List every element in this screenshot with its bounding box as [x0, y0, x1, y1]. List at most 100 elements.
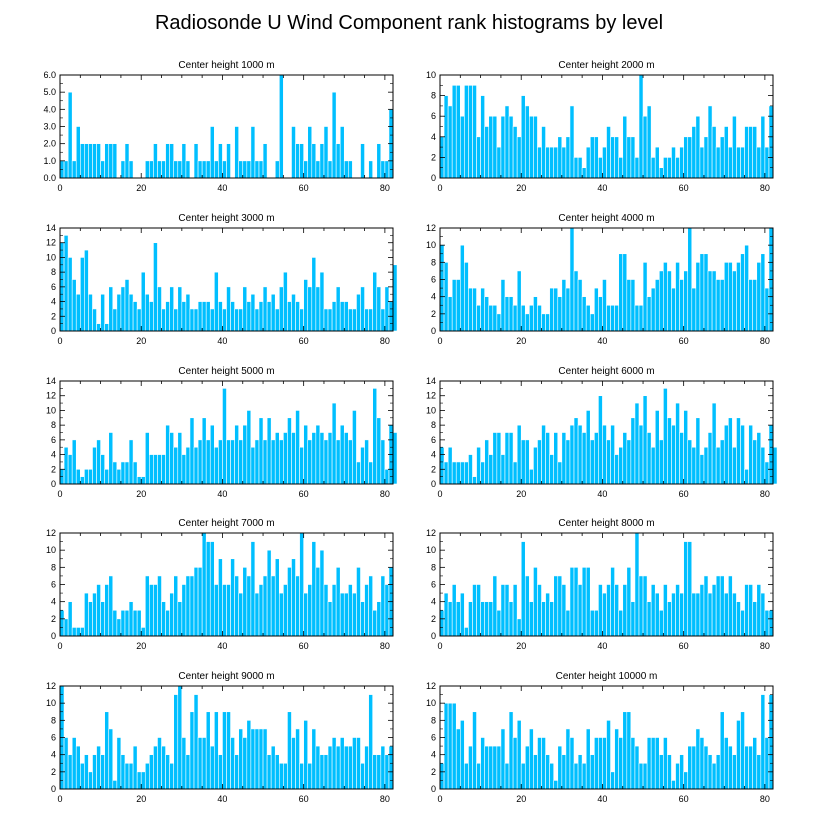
- histogram-bar: [201, 737, 207, 790]
- histogram-bar: [356, 293, 361, 332]
- histogram-bar: [772, 446, 778, 485]
- histogram-bar: [177, 601, 183, 637]
- histogram-bar: [545, 146, 550, 179]
- histogram-bar: [634, 157, 640, 179]
- histogram-bar: [646, 601, 652, 637]
- x-tick-label: 60: [679, 641, 689, 651]
- histogram-bar: [92, 308, 97, 332]
- histogram-bar: [683, 270, 689, 332]
- histogram-bar: [451, 702, 457, 790]
- y-tick-label: 10: [46, 252, 56, 262]
- histogram-bar: [84, 592, 89, 637]
- histogram-bar: [352, 410, 357, 485]
- histogram-bar: [719, 711, 725, 790]
- y-tick-label: 8: [431, 257, 436, 267]
- histogram-bar: [254, 308, 260, 332]
- histogram-bar: [500, 728, 506, 790]
- histogram-bar: [384, 468, 390, 485]
- histogram-bar: [197, 439, 203, 485]
- histogram-bar: [460, 461, 465, 485]
- histogram-bar: [764, 461, 770, 485]
- histogram-bar: [553, 780, 559, 790]
- y-tick-label: 0: [431, 173, 436, 183]
- histogram-bar: [226, 439, 231, 485]
- histogram-bar: [581, 567, 587, 637]
- histogram-bar: [529, 728, 534, 790]
- histogram-bar: [744, 745, 749, 790]
- histogram-bar: [695, 115, 701, 179]
- histogram-bar: [468, 85, 473, 179]
- histogram-bar: [315, 160, 321, 179]
- histogram-bar: [764, 287, 770, 332]
- histogram-bar: [687, 136, 693, 179]
- y-tick-label: 6: [51, 733, 56, 743]
- histogram-bar: [472, 85, 477, 179]
- x-tick-label: 20: [136, 489, 146, 499]
- histogram-bar: [258, 728, 264, 790]
- histogram-bar: [715, 446, 721, 485]
- figure-title: Radiosonde U Wind Component rank histogr…: [155, 12, 663, 34]
- histogram-bar: [335, 567, 341, 637]
- histogram-bar: [360, 286, 365, 332]
- histogram-bar: [201, 532, 207, 637]
- histogram-bar: [512, 737, 518, 790]
- histogram-bar: [484, 745, 490, 790]
- histogram-bar: [165, 754, 170, 790]
- histogram-bar: [573, 417, 579, 485]
- histogram-bar: [226, 143, 231, 179]
- histogram-bar: [360, 601, 365, 637]
- y-tick-label: 12: [46, 391, 56, 401]
- histogram-bar: [679, 279, 684, 332]
- histogram-bar: [594, 609, 599, 637]
- y-tick-label: 10: [46, 698, 56, 708]
- x-tick-label: 40: [597, 336, 607, 346]
- x-tick-label: 0: [57, 183, 62, 193]
- histogram-bar: [319, 432, 325, 485]
- x-tick-label: 80: [380, 336, 390, 346]
- histogram-bar: [516, 270, 522, 332]
- x-tick-label: 0: [437, 183, 442, 193]
- y-tick-label: 4: [431, 450, 436, 460]
- histogram-bar: [254, 592, 260, 637]
- y-tick-label: 12: [426, 681, 436, 691]
- histogram-bar: [455, 85, 461, 179]
- histogram-bar: [193, 567, 199, 637]
- y-tick-label: 2: [431, 767, 436, 777]
- histogram-bar: [529, 601, 534, 637]
- histogram-bar: [335, 439, 341, 485]
- histogram-bar: [242, 424, 248, 485]
- x-tick-label: 60: [679, 183, 689, 193]
- y-tick-label: 8: [51, 267, 56, 277]
- histogram-bar: [488, 454, 494, 485]
- histogram-bar: [732, 115, 737, 179]
- histogram-bar: [209, 541, 215, 637]
- histogram-bar: [618, 157, 624, 179]
- panel-3: Center height 3000 m 0 20 40 60 80 0 2 4 6 8 10 12 14: [46, 213, 398, 346]
- histogram-bar: [573, 157, 579, 179]
- histogram-bar: [112, 609, 118, 637]
- histogram-bar: [565, 728, 571, 790]
- histogram-bar: [496, 313, 502, 332]
- histogram-bar: [205, 301, 211, 332]
- histogram-bar: [679, 146, 684, 179]
- histogram-bar: [307, 439, 313, 485]
- x-tick-label: 60: [299, 183, 309, 193]
- histogram-bar: [238, 160, 244, 179]
- histogram-bar: [460, 244, 465, 332]
- histogram-bar: [520, 762, 526, 790]
- x-tick-label: 0: [437, 641, 442, 651]
- panel-title: Center height 6000 m: [558, 366, 654, 377]
- panel-5: Center height 5000 m 0 20 40 60 80 0 2 4 6 8 10 12 14: [46, 366, 398, 499]
- histogram-bar: [638, 575, 644, 637]
- y-tick-label: 12: [46, 528, 56, 538]
- histogram-bar: [116, 618, 122, 637]
- histogram-bar: [549, 287, 555, 332]
- histogram-bar: [756, 754, 762, 790]
- histogram-bar: [323, 439, 329, 485]
- histogram-bar: [650, 446, 656, 485]
- histogram-bar: [149, 584, 154, 637]
- histogram-bar: [246, 301, 252, 332]
- histogram-bar: [173, 575, 179, 637]
- histogram-bar: [447, 446, 453, 485]
- y-tick-label: 6: [431, 733, 436, 743]
